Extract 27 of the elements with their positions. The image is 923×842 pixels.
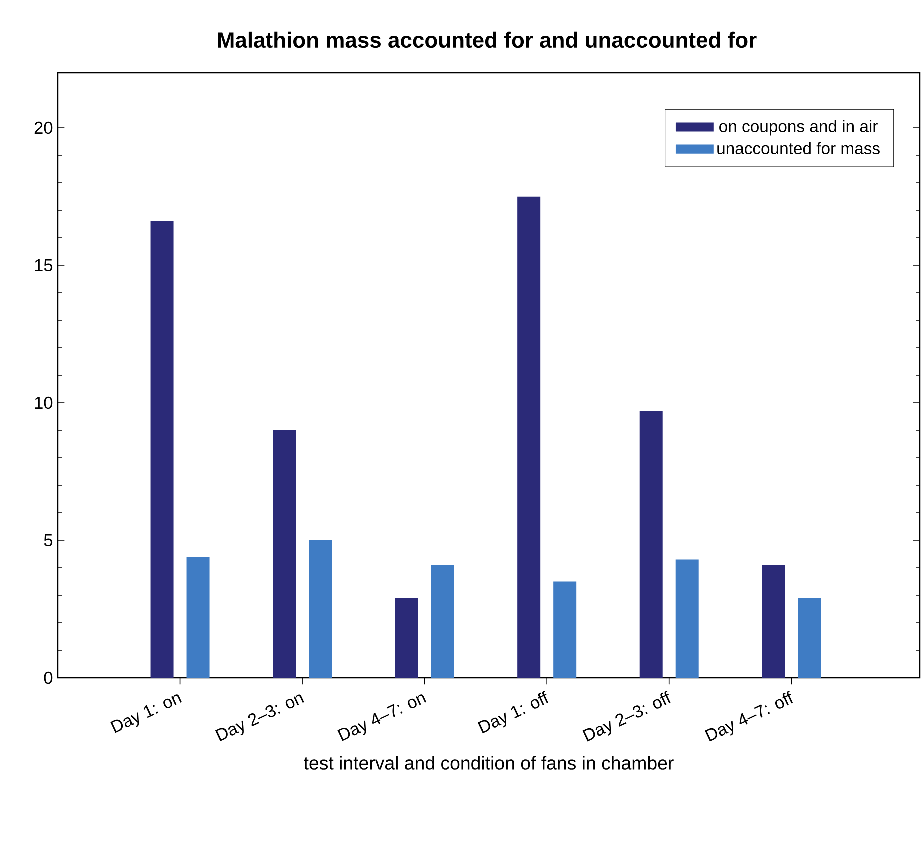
y-tick-label: 10	[35, 396, 53, 410]
bar	[762, 565, 786, 678]
legend-label: on coupons and in air	[720, 120, 878, 136]
y-tick-label: 0	[44, 672, 53, 684]
bar	[309, 540, 332, 678]
bar	[640, 411, 663, 678]
x-tick-label: Day 1: off	[478, 691, 549, 734]
bar	[431, 565, 454, 678]
bar	[518, 196, 541, 678]
y-tick-label: 15	[35, 259, 53, 272]
bar	[150, 221, 174, 678]
x-axis-title: test interval and condition of fans in chamber	[304, 756, 674, 770]
x-tick-label: Day 2–3: on	[215, 694, 304, 742]
x-tick-label: Day 4–7: off	[705, 691, 794, 742]
bar	[798, 598, 822, 678]
bar	[273, 430, 296, 678]
chart-title: Malathion mass accounted for and unaccounted for	[218, 32, 757, 48]
y-tick-label: 5	[44, 534, 53, 547]
x-tick-label: Day 4–7: on	[338, 694, 427, 742]
bar	[554, 582, 577, 678]
y-tick-label: 20	[34, 122, 53, 134]
legend-label: unaccounted for mass	[718, 142, 880, 155]
x-tick-label: Day 2–3: off	[582, 691, 671, 742]
x-tick-label: Day 1: on	[110, 694, 182, 734]
bar	[186, 557, 210, 678]
bar	[676, 560, 699, 678]
bar	[395, 598, 418, 678]
